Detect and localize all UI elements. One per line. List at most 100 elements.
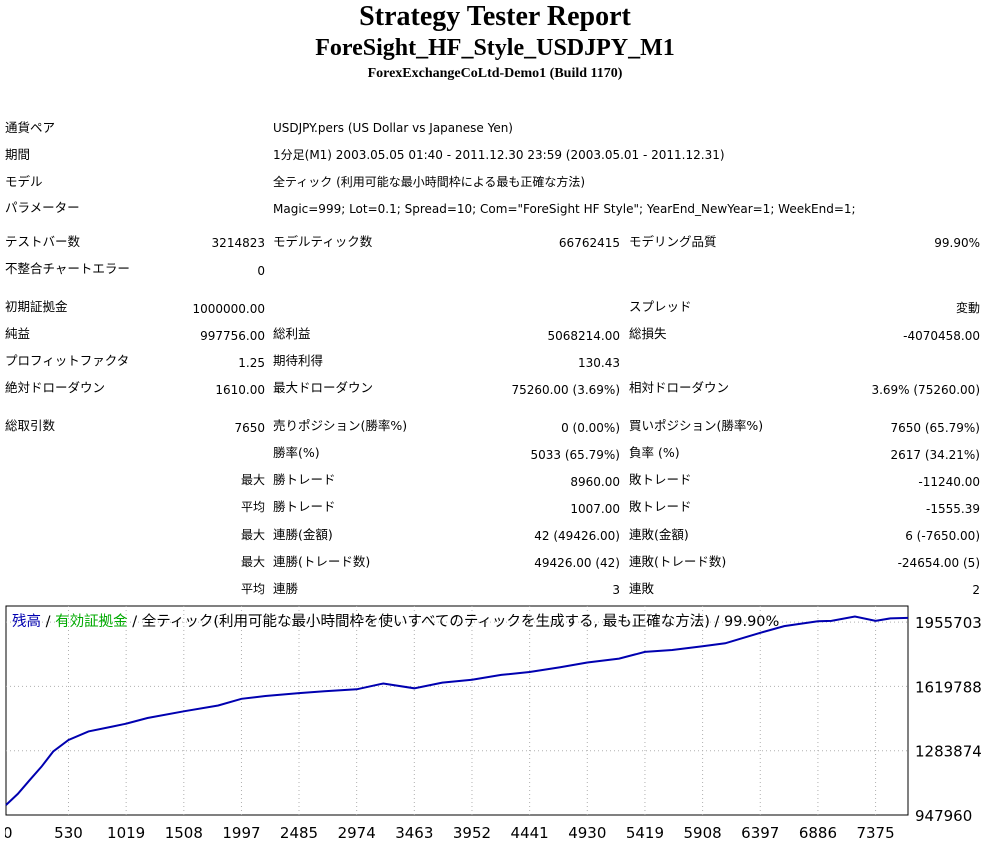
gross-profit-label: 総利益 <box>273 326 311 341</box>
model-label: モデル <box>5 174 43 189</box>
avg-win-label: 勝トレード <box>273 499 336 514</box>
legend-balance: 残高 <box>12 613 41 630</box>
ticks-value: 66762415 <box>558 236 620 250</box>
y-axis-labels: 947960 1283874 1619788 1955703 <box>915 614 982 825</box>
largest-loss-label: 敗トレード <box>629 472 692 487</box>
x-tick-label: 530 <box>54 824 83 842</box>
x-tick-label: 4930 <box>568 824 606 842</box>
bars-value: 3214823 <box>211 236 265 250</box>
x-tick-label: 6397 <box>741 824 779 842</box>
rel-drawdown-value: 3.69% (75260.00) <box>871 383 980 397</box>
errors-label: 不整合チャートエラー <box>5 261 130 276</box>
x-tick-label: 3463 <box>395 824 433 842</box>
server-info: ForexExchangeCoLtd-Demo1 (Build 1170) <box>367 66 623 81</box>
x-tick-label: 4441 <box>511 824 549 842</box>
profit-factor-label: プロフィットファクタ <box>5 353 130 368</box>
errors-value: 0 <box>257 264 265 278</box>
max-drawdown-value: 75260.00 (3.69%) <box>511 383 620 397</box>
x-tick-label: 1508 <box>165 824 203 842</box>
abs-drawdown-label: 絶対ドローダウン <box>5 380 106 395</box>
gross-loss-label: 総損失 <box>629 326 667 341</box>
total-trades-label: 総取引数 <box>5 418 56 433</box>
balance-series-line <box>5 615 909 806</box>
period-label: 期間 <box>5 147 31 162</box>
symbol-value: USDJPY.pers (US Dollar vs Japanese Yen) <box>273 121 513 135</box>
avg-cons-win-value: 3 <box>612 583 620 597</box>
largest-win-label: 勝トレード <box>273 472 336 487</box>
expected-payoff-value: 130.43 <box>578 356 620 370</box>
profit-factor-value: 1.25 <box>238 356 265 370</box>
max-cons-win-value: 42 (49426.00) <box>534 529 620 543</box>
max-cons-profit-label: 連勝(トレード数) <box>273 554 371 569</box>
bars-label: テストバー数 <box>5 234 81 249</box>
legend-description: / 全ティック(利用可能な最小時間枠を使いすべてのティックを生成する, 最も正確… <box>128 612 780 630</box>
y-tick-label: 947960 <box>915 807 972 825</box>
win-rate-value: 5033 (65.79%) <box>530 448 620 462</box>
x-tick-label: 3952 <box>453 824 491 842</box>
quality-value: 99.90% <box>934 236 980 250</box>
gross-loss-value: -4070458.00 <box>903 329 980 343</box>
max-prefix-3: 最大 <box>240 555 265 569</box>
max-cons-profit-value: 49426.00 (42) <box>534 556 620 570</box>
max-cons-loss-label: 連敗(金額) <box>629 527 689 542</box>
legend-equity: 有効証拠金 <box>55 613 128 630</box>
x-tick-label: 5908 <box>684 824 722 842</box>
max-drawdown-label: 最大ドローダウン <box>273 380 374 395</box>
params-value: Magic=999; Lot=0.1; Spread=10; Com="Fore… <box>273 202 856 216</box>
expected-payoff-label: 期待利得 <box>273 353 324 368</box>
max-cons-lossamt-value: -24654.00 (5) <box>897 556 980 570</box>
avg-loss-value: -1555.39 <box>926 502 980 516</box>
largest-win-value: 8960.00 <box>570 475 620 489</box>
win-rate-label: 勝率(%) <box>273 445 320 460</box>
avg-loss-label: 敗トレード <box>629 499 692 514</box>
net-value: 997756.00 <box>200 329 265 343</box>
deposit-label: 初期証拠金 <box>5 299 68 314</box>
balance-chart: 947960 1283874 1619788 1955703 0 530 1019 1508… <box>5 605 982 842</box>
y-tick-label: 1619788 <box>915 678 982 696</box>
max-cons-loss-value: 6 (-7650.00) <box>905 529 980 543</box>
x-tick-label: 2485 <box>280 824 318 842</box>
loss-rate-value: 2617 (34.21%) <box>890 448 980 462</box>
gross-profit-value: 5068214.00 <box>547 329 620 343</box>
x-axis-labels: 0 530 1019 1508 1997 2485 2974 3463 3952 4441 4930… <box>5 824 895 842</box>
short-positions-label: 売りポジション(勝率%) <box>273 418 408 433</box>
period-value: 1分足(M1) 2003.05.05 01:40 - 2011.12.30 23… <box>273 148 725 162</box>
x-tick-label: 5419 <box>626 824 664 842</box>
y-tick-label: 1283874 <box>915 743 982 761</box>
avg-win-value: 1007.00 <box>570 502 620 516</box>
x-tick-label: 0 <box>5 824 13 842</box>
x-tick-label: 1997 <box>222 824 260 842</box>
spread-value: 変動 <box>955 301 980 315</box>
max-prefix-2: 最大 <box>240 528 265 542</box>
loss-rate-label: 負率 (%) <box>629 445 680 460</box>
report-title: Strategy Tester Report <box>359 1 631 32</box>
avg-prefix-2: 平均 <box>240 582 265 596</box>
expert-name: ForeSight_HF_Style_USDJPY_M1 <box>315 35 675 61</box>
spread-label: スプレッド <box>629 299 692 314</box>
largest-loss-value: -11240.00 <box>918 475 980 489</box>
x-tick-label: 2974 <box>338 824 376 842</box>
avg-prefix: 平均 <box>240 500 265 514</box>
params-label: パラメーター <box>5 200 80 215</box>
max-cons-lossamt-label: 連敗(トレード数) <box>629 554 727 569</box>
model-value: 全ティック (利用可能な最小時間枠による最も正確な方法) <box>273 175 586 189</box>
deposit-value: 1000000.00 <box>192 302 265 316</box>
abs-drawdown-value: 1610.00 <box>215 383 265 397</box>
x-tick-label: 1019 <box>107 824 145 842</box>
long-positions-value: 7650 (65.79%) <box>890 421 980 435</box>
max-cons-win-label: 連勝(金額) <box>273 527 333 542</box>
net-label: 純益 <box>5 326 31 341</box>
avg-cons-loss-value: 2 <box>972 583 980 597</box>
avg-cons-win-label: 連勝 <box>273 581 299 596</box>
avg-cons-loss-label: 連敗 <box>629 581 655 596</box>
chart-legend: 残高 / 有効証拠金 / 全ティック(利用可能な最小時間枠を使いすべてのティック… <box>12 612 779 630</box>
quality-label: モデリング品質 <box>629 234 717 249</box>
short-positions-value: 0 (0.00%) <box>561 421 620 435</box>
plot-area <box>5 605 909 816</box>
symbol-label: 通貨ペア <box>5 120 56 135</box>
y-tick-label: 1955703 <box>915 614 982 632</box>
ticks-label: モデルティック数 <box>273 234 373 249</box>
rel-drawdown-label: 相対ドローダウン <box>629 380 730 395</box>
x-tick-label: 7375 <box>856 824 894 842</box>
x-tick-label: 6886 <box>799 824 837 842</box>
